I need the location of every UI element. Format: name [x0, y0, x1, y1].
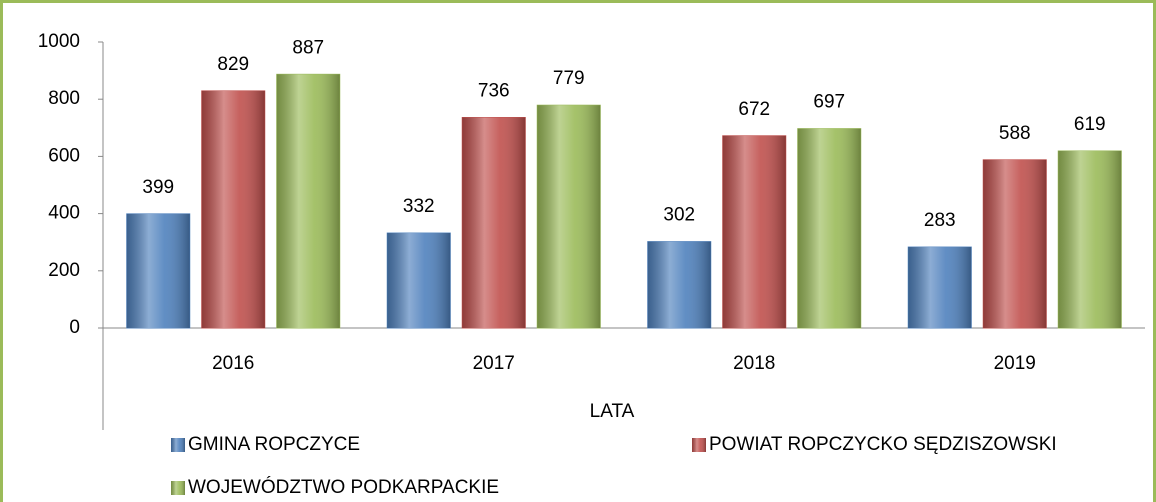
bar-shine [983, 159, 1047, 328]
bar-shine [537, 105, 601, 329]
bar-shine [797, 128, 861, 328]
bar-shine [462, 117, 526, 328]
data-label: 672 [738, 99, 770, 120]
data-label: 829 [217, 54, 249, 75]
data-label: 697 [813, 92, 845, 113]
bar-shine [1058, 150, 1122, 328]
data-label: 588 [999, 123, 1031, 144]
legend-label: WOJEWÓDZTWO PODKARPACKIE [188, 476, 499, 498]
data-label: 736 [478, 81, 510, 102]
bar-shine [722, 135, 786, 328]
legend-label: POWIAT ROPCZYCKO SĘDZISZOWSKI [709, 434, 1057, 455]
x-axis-label: LATA [590, 401, 635, 422]
legend-swatch-shine [171, 481, 185, 495]
x-tick-label: 2016 [212, 353, 254, 374]
data-label: 399 [142, 177, 174, 198]
y-tick-label: 600 [48, 145, 80, 166]
legend-swatch-shine [171, 438, 185, 452]
bar-shine [387, 233, 451, 328]
data-label: 887 [292, 37, 324, 58]
bar-shine [201, 90, 265, 328]
legend-label: GMINA ROPCZYCE [188, 434, 360, 455]
y-tick-label: 800 [48, 88, 80, 109]
x-tick-label: 2018 [733, 353, 775, 374]
bar-shine [908, 247, 972, 328]
bar-shine [126, 213, 190, 328]
data-label: 283 [924, 210, 956, 231]
x-tick-label: 2019 [994, 353, 1036, 374]
y-tick-label: 1000 [38, 31, 80, 52]
y-tick-label: 400 [48, 203, 80, 224]
y-tick-label: 200 [48, 260, 80, 281]
x-tick-label: 2017 [473, 353, 515, 374]
bar-shine [276, 74, 340, 329]
legend-swatch-shine [692, 438, 706, 452]
data-label: 332 [403, 196, 435, 217]
data-label: 779 [553, 68, 585, 89]
data-label: 619 [1074, 114, 1106, 135]
y-tick-label: 0 [69, 317, 80, 338]
data-label: 302 [663, 205, 695, 226]
bar-shine [647, 241, 711, 328]
